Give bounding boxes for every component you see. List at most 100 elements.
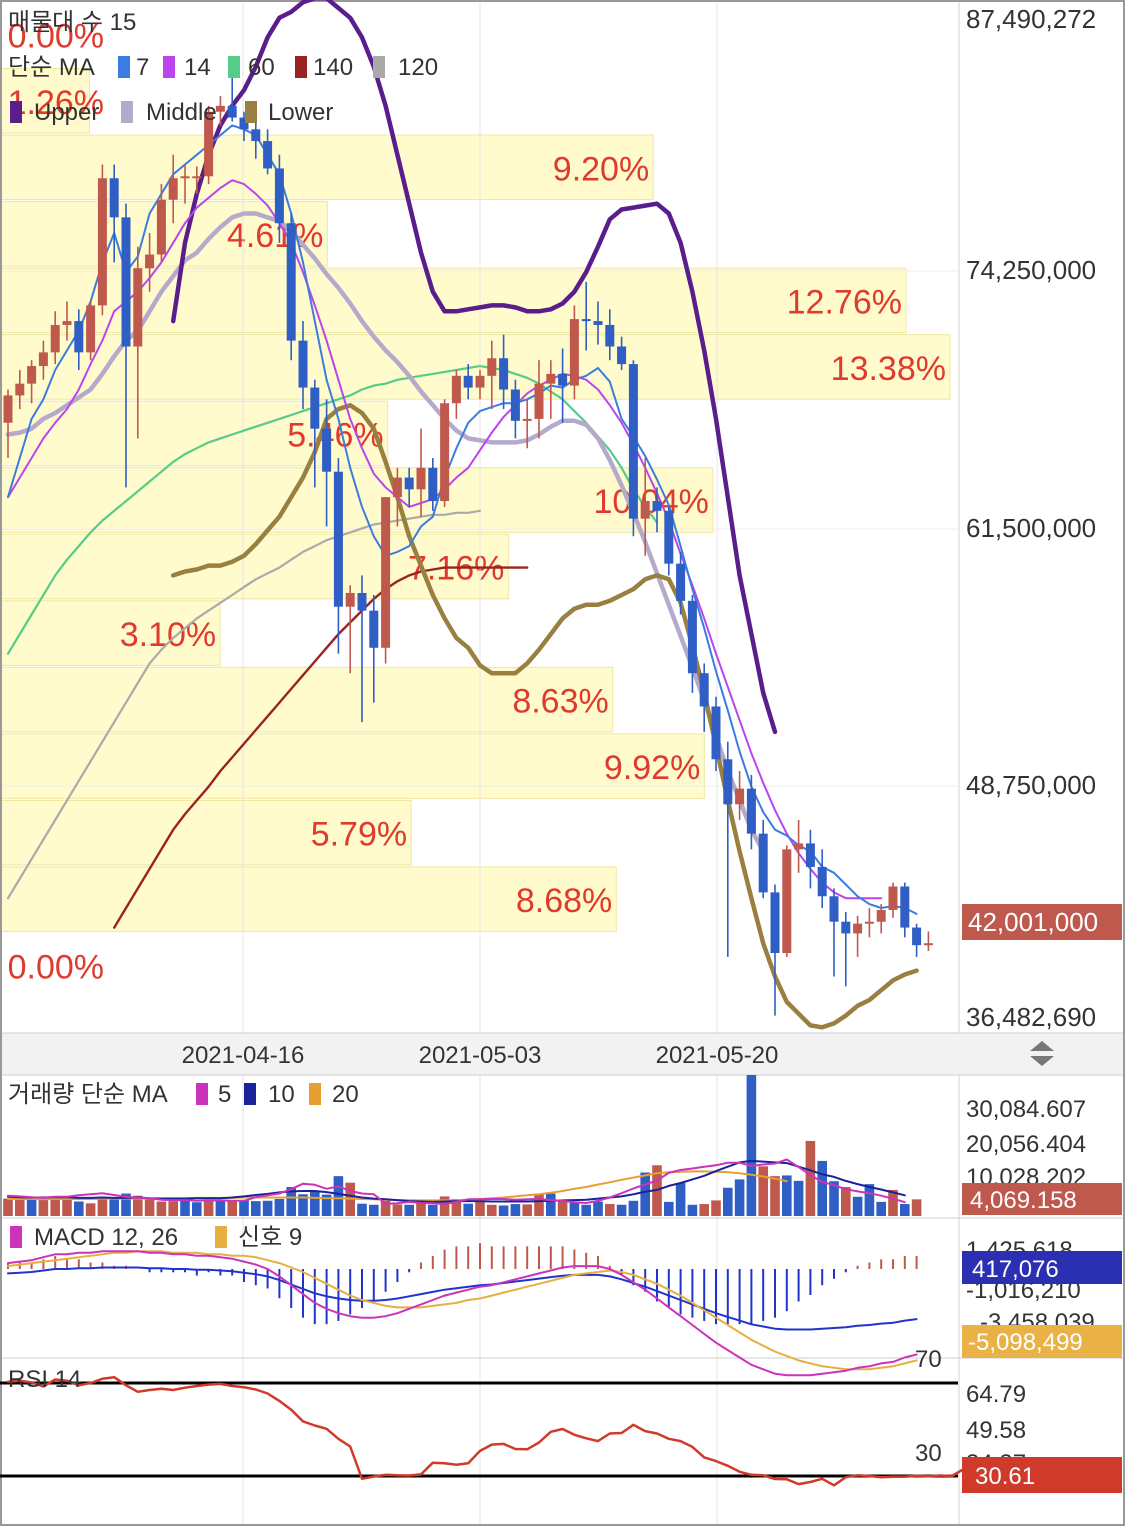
candle-body [27,366,37,384]
date-axis-band [0,1033,1125,1075]
volume-bar [510,1204,521,1216]
volume-bar [782,1175,792,1216]
candle-body [239,117,249,130]
volume-profile-bar [0,733,705,799]
volume-bar [581,1204,591,1216]
volume-profile-pct: 13.38% [831,350,946,388]
volume-bar [26,1199,37,1216]
candle-body [416,467,426,490]
candle-body [687,600,697,674]
volume-bar [841,1187,851,1216]
candle-body [274,168,284,224]
candle-body [853,923,863,934]
ma120-label: 120 [398,54,438,81]
candle-body [97,178,107,306]
volume-bar [239,1200,249,1216]
macd-signal-swatch [215,1226,227,1248]
volume-ma5-line [7,1158,906,1205]
candle-body [569,319,579,386]
volume-profile-pct: 0.00% [8,17,104,55]
vol-ma10-label: 10 [268,1081,295,1108]
macd-value: 417,076 [972,1256,1059,1283]
candle-body [888,886,898,910]
volume-bar [723,1187,733,1216]
ma7-swatch [118,56,130,78]
volume-bar [404,1204,414,1216]
candle-body [746,788,756,834]
candle-body [841,921,851,934]
volume-bar [286,1187,296,1216]
ma14-swatch [163,56,175,78]
candle-body [581,319,591,322]
volume-bar [168,1201,178,1216]
volume-profile-pct: 3.10% [120,616,216,654]
rsi-value-badge [962,1457,1122,1493]
candles-layer [3,70,933,1016]
volume-profile-bar [0,666,614,733]
macd-signal-value: -5,098,499 [968,1329,1083,1356]
volume-bar [133,1195,143,1216]
volume-bar [569,1201,580,1216]
bb-upper-label: Upper [34,99,99,126]
ma140-label: 140 [313,54,353,81]
price-tick: 74,250,000 [966,255,1096,285]
volume-bar [900,1204,910,1216]
candle-body [263,141,273,169]
labels-layer: 매물대 수 15 단순 MA 7 14 60 140 120 Upper Mid… [8,4,1122,1493]
candle-body [475,375,485,388]
ma-legend-label: 단순 MA [8,54,95,81]
ma120-swatch [373,56,385,78]
candle-body [605,324,615,347]
volume-bar [734,1179,745,1216]
volume-bar [310,1191,320,1216]
rsi-tick: 49.58 [966,1417,1026,1444]
rsi-line [6,1375,1001,1487]
candle-body [428,467,438,502]
ma60-label: 60 [248,54,275,81]
resize-handle-icon[interactable] [1030,1041,1054,1066]
volume-bar [121,1193,131,1216]
volume-last-value: 4,069.158 [970,1187,1077,1214]
rsi-value: 30.61 [975,1463,1035,1490]
volume-profile-layer: 0.00%1.26%9.20%4.61%12.76%13.38%5.46%10.… [0,17,951,987]
volume-bar [817,1160,827,1216]
volume-bar [203,1199,214,1216]
volume-bar [640,1172,650,1216]
candle-body [770,892,780,954]
candle-body [487,358,497,376]
candle-body [192,176,202,179]
candle-body [133,268,143,347]
candle-body [463,375,473,388]
volume-bar [262,1200,273,1216]
candle-body [534,383,544,419]
candle-body [145,254,155,269]
candle-body [805,843,815,867]
volume-bar [852,1196,863,1216]
macd-legend-label: MACD 12, 26 [34,1224,178,1251]
volume-bar [38,1200,49,1216]
volume-bar [557,1201,568,1216]
volume-bar [628,1200,639,1216]
rsi-legend-label: RSI 14 [8,1366,81,1393]
last-price-badge [962,904,1122,940]
candle-body [74,321,84,353]
volume-bar [593,1201,603,1216]
volume-bar [487,1204,497,1216]
volume-bar [463,1203,473,1216]
volume-bar [746,1075,757,1216]
candle-body [782,849,792,954]
bb-lower-swatch [245,101,257,123]
candle-body [3,395,13,423]
volume-bar [428,1204,438,1216]
candle-body [723,759,733,805]
volume-bar [793,1180,804,1216]
bb-lower-line [170,402,919,1030]
overlay-lines-layer [5,0,919,1030]
volume-bar [192,1202,202,1216]
volume-bar [522,1204,532,1216]
volume-bar [664,1201,674,1216]
macd-histogram-envelope [7,1266,918,1331]
volume-bar [498,1205,509,1216]
